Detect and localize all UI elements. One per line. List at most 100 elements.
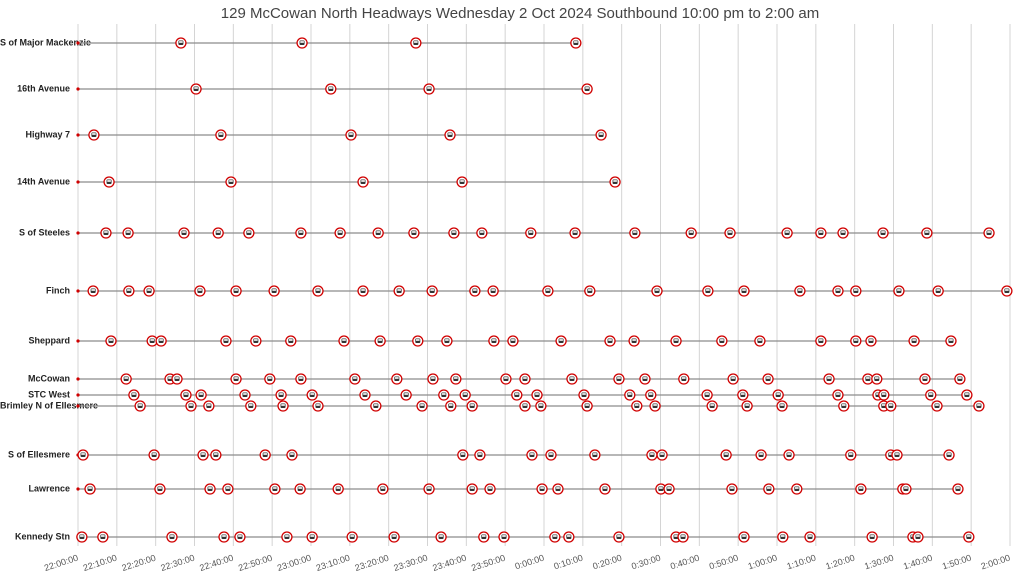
bus-icon <box>832 285 844 297</box>
bus-window <box>613 180 617 182</box>
bus-icon <box>762 373 774 385</box>
bus-icon <box>457 449 469 461</box>
bus-window <box>170 535 174 537</box>
x-tick-label: 22:50:00 <box>237 553 273 571</box>
bus-icon <box>595 129 607 141</box>
x-tick-label: 0:40:00 <box>669 553 701 571</box>
bus-window <box>854 339 858 341</box>
bus-window <box>179 41 183 43</box>
row-label: 14th Avenue <box>17 176 70 186</box>
bus-window <box>480 231 484 233</box>
bus-icon <box>427 373 439 385</box>
bus-icon <box>400 389 412 401</box>
bus-window <box>808 535 812 537</box>
bus-icon <box>234 531 246 543</box>
bus-icon <box>370 400 382 412</box>
bus-icon <box>893 285 905 297</box>
bus-icon <box>285 335 297 347</box>
bus-icon <box>166 531 178 543</box>
bus-icon <box>900 483 912 495</box>
bus-icon <box>651 285 663 297</box>
bus-icon <box>239 389 251 401</box>
x-tick-label: 23:40:00 <box>431 553 467 571</box>
bus-window <box>767 487 771 489</box>
bus-icon <box>487 285 499 297</box>
bus-icon <box>295 373 307 385</box>
bus-window <box>449 404 453 406</box>
bus-icon <box>877 227 889 239</box>
bus-icon <box>357 176 369 188</box>
x-tick-label: 0:50:00 <box>708 553 740 571</box>
bus-window <box>648 393 653 395</box>
bus-window <box>92 133 96 135</box>
bus-window <box>147 289 151 291</box>
bus-window <box>540 487 544 489</box>
bus-window <box>593 453 597 455</box>
bus-icon <box>850 285 862 297</box>
x-tick-label: 23:20:00 <box>354 553 390 571</box>
bus-window <box>573 231 577 233</box>
bus-window <box>674 339 678 341</box>
bus-icon <box>264 373 276 385</box>
bus-window <box>854 289 858 291</box>
x-tick-label: 0:30:00 <box>630 553 662 571</box>
bus-icon <box>423 483 435 495</box>
bus-window <box>947 453 951 455</box>
bus-icon <box>190 83 202 95</box>
bus-window <box>107 180 111 182</box>
bus-icon <box>649 400 661 412</box>
bus-icon <box>777 531 789 543</box>
bus-icon <box>171 373 183 385</box>
bus-window <box>546 289 550 291</box>
bus-window <box>201 453 205 455</box>
bus-icon <box>500 373 512 385</box>
bus-window <box>378 339 382 341</box>
bus-window <box>925 231 929 233</box>
x-tick-label: 22:40:00 <box>198 553 234 571</box>
bus-icon <box>599 483 611 495</box>
bus-window <box>681 535 685 537</box>
bus-icon <box>701 389 713 401</box>
bus-icon <box>122 227 134 239</box>
bus-window <box>81 453 85 455</box>
bus-window <box>207 404 211 406</box>
bus-icon <box>804 531 816 543</box>
bus-icon <box>474 449 486 461</box>
bus-icon <box>783 449 795 461</box>
bus-window <box>710 404 714 406</box>
bus-window <box>827 377 831 379</box>
bus-icon <box>488 335 500 347</box>
bus-window <box>268 377 272 379</box>
bus-window <box>91 289 95 291</box>
bus-icon <box>146 335 158 347</box>
bus-icon <box>639 373 651 385</box>
bus-window <box>285 535 289 537</box>
row-label: Lawrence <box>28 483 70 493</box>
bus-window <box>535 393 539 395</box>
bus-icon <box>76 531 88 543</box>
bus-icon <box>325 83 337 95</box>
bus-icon <box>154 483 166 495</box>
bus-icon <box>581 83 593 95</box>
bus-icon <box>416 400 428 412</box>
bus-window <box>574 41 578 43</box>
bus-icon <box>391 373 403 385</box>
bus-window <box>376 231 380 233</box>
bus-window <box>420 404 424 406</box>
bus-window <box>881 404 886 406</box>
bus-icon <box>359 389 371 401</box>
bus-window <box>706 289 710 291</box>
bus-window <box>608 339 612 341</box>
bus-icon <box>702 285 714 297</box>
bus-icon <box>866 531 878 543</box>
bus-window <box>342 339 346 341</box>
bus-icon <box>507 335 519 347</box>
bus-window <box>404 393 408 395</box>
bus-window <box>152 453 156 455</box>
bus-window <box>168 377 172 379</box>
bus-window <box>689 231 693 233</box>
bus-window <box>198 289 202 291</box>
bus-window <box>958 377 962 379</box>
bus-window <box>395 377 399 379</box>
bus-window <box>439 535 443 537</box>
